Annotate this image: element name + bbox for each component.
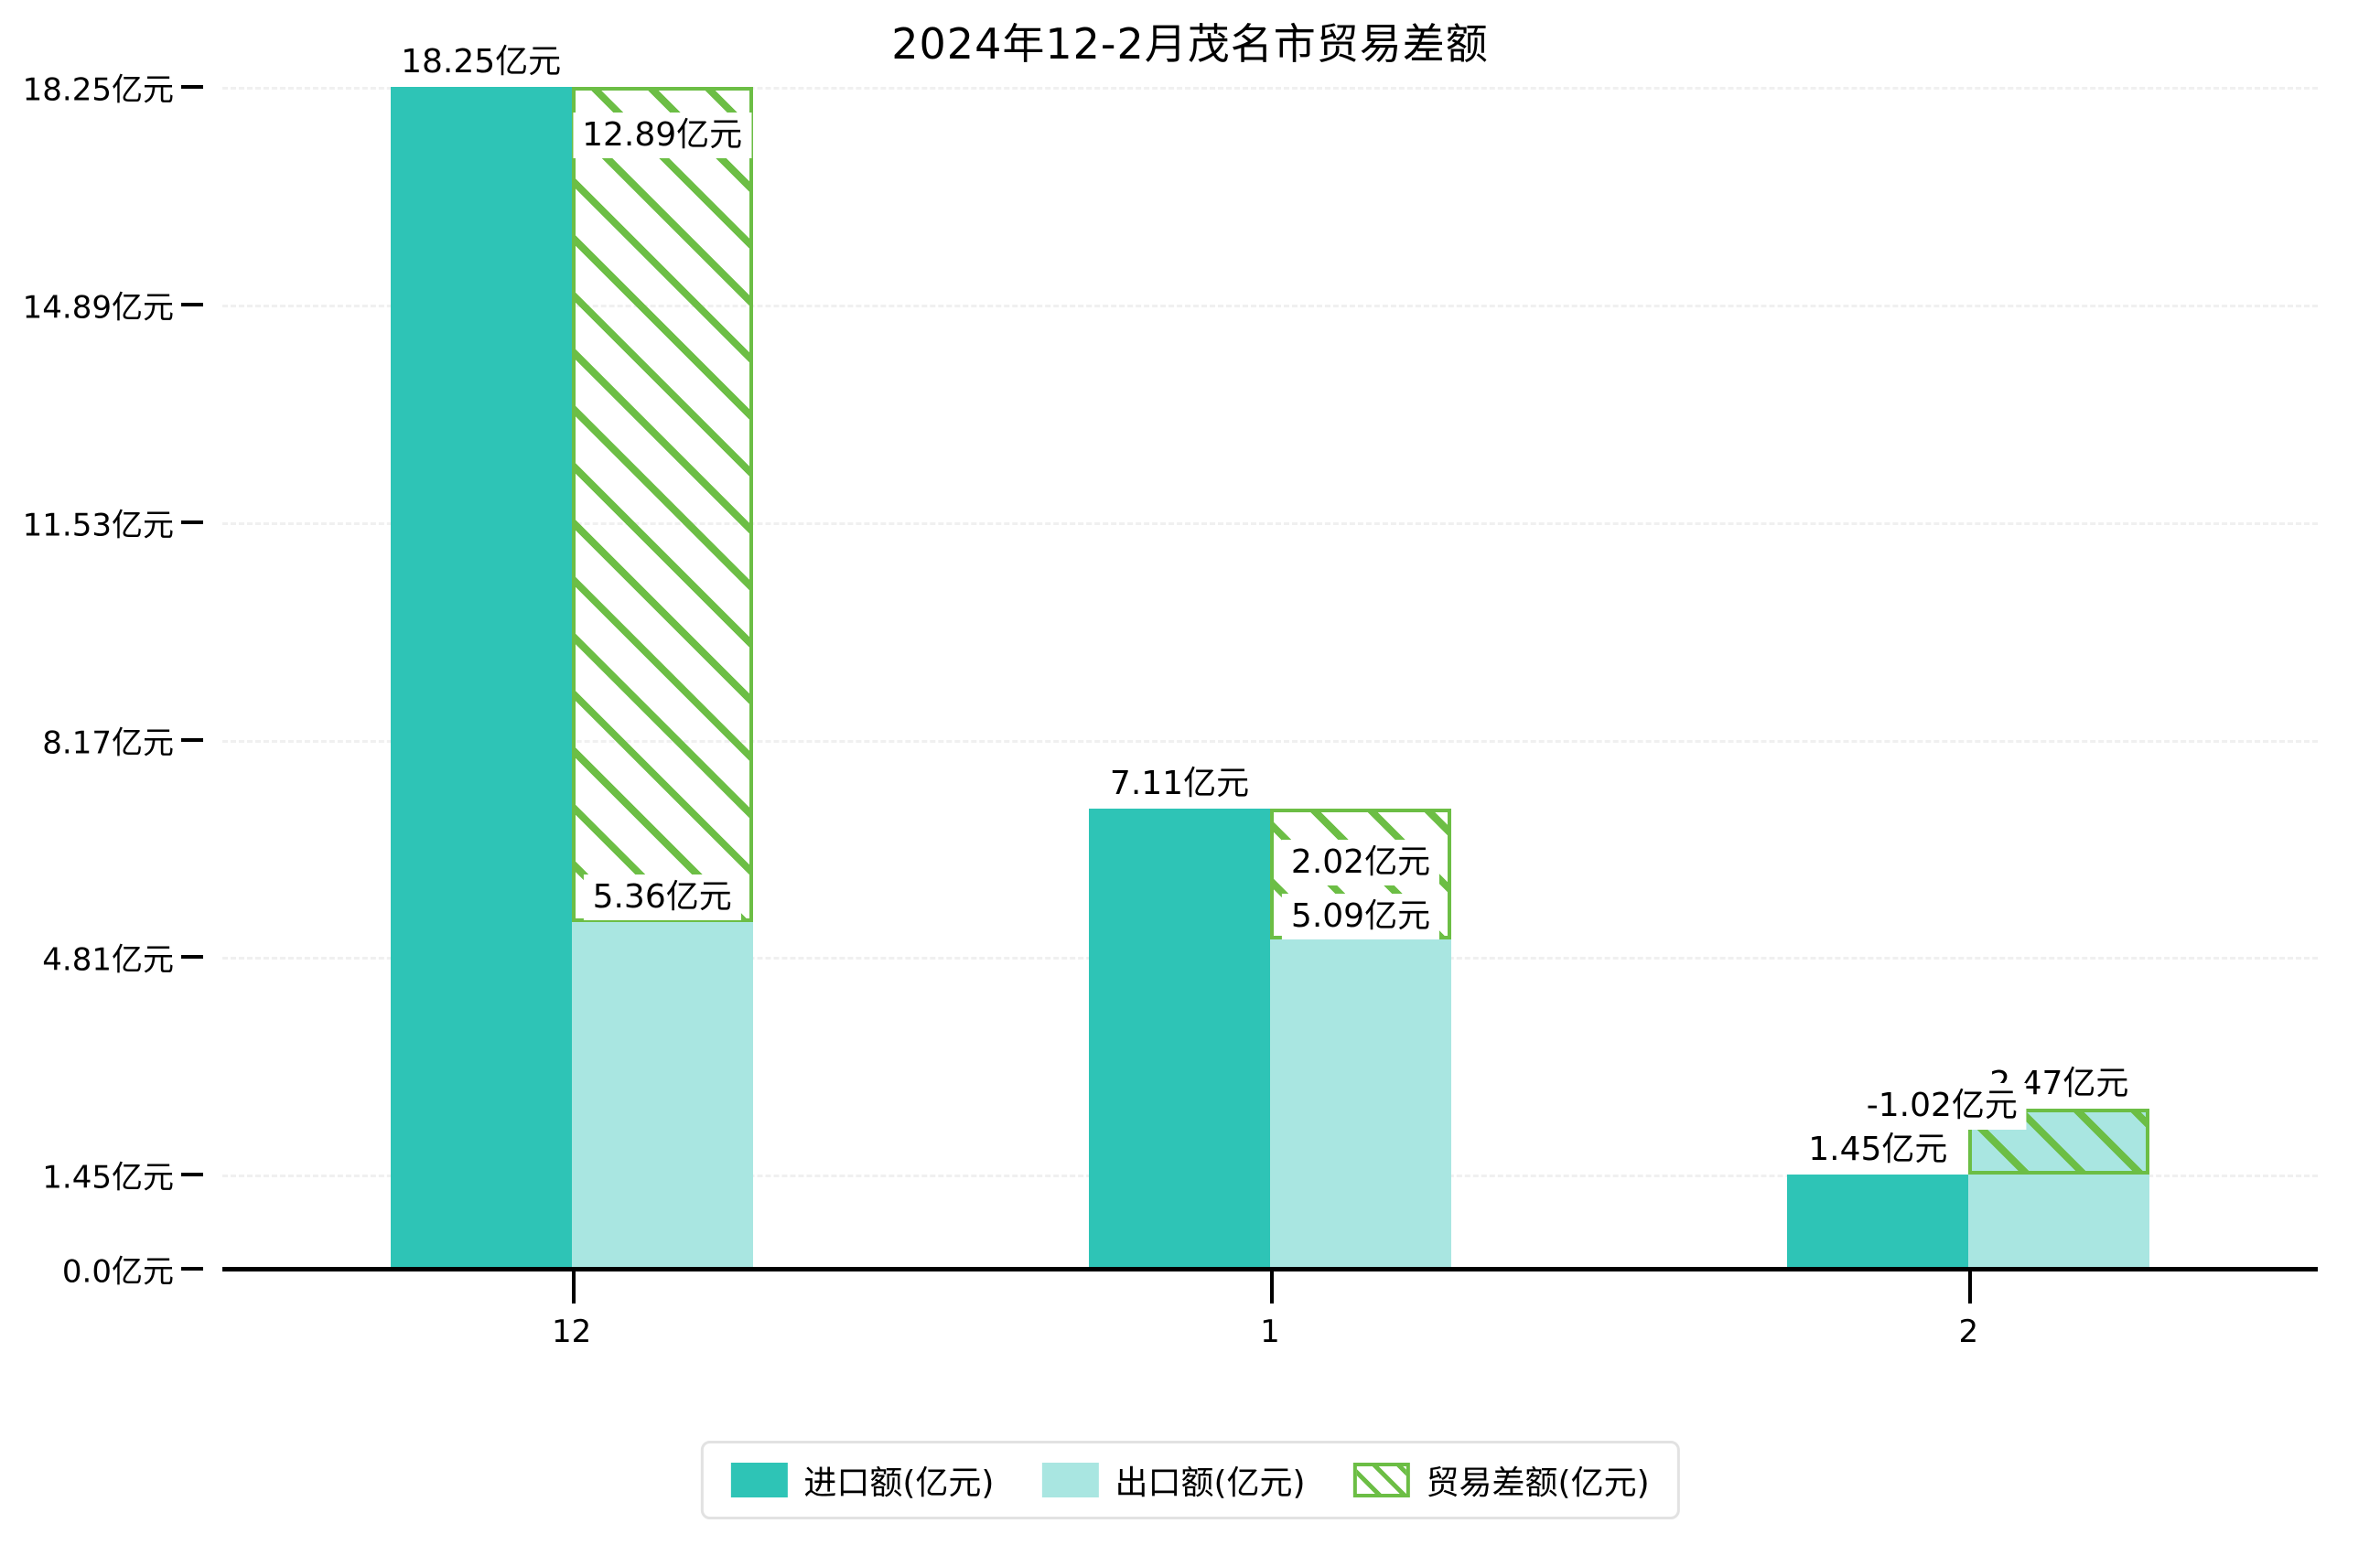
y-axis-tick-label: 18.25亿元 bbox=[22, 71, 174, 109]
legend-label: 进口额(亿元) bbox=[803, 1465, 995, 1502]
data-label-export: 5.09亿元 bbox=[1281, 893, 1440, 940]
bar-export[interactable] bbox=[1270, 939, 1451, 1269]
bar-import[interactable] bbox=[390, 87, 572, 1269]
y-axis-tick-mark bbox=[181, 520, 203, 524]
chart-title: 2024年12-2月茂名市贸易差额 bbox=[891, 19, 1489, 69]
chart-legend: 进口额(亿元) 出口额(亿元) 贸易差额(亿元) bbox=[700, 1441, 1680, 1519]
bar-trade-balance[interactable] bbox=[571, 87, 753, 922]
x-axis-tick-mark bbox=[1270, 1271, 1274, 1304]
legend-label: 贸易差额(亿元) bbox=[1426, 1465, 1650, 1502]
x-axis-tick-label: 2 bbox=[1958, 1314, 1979, 1350]
y-axis-tick-mark bbox=[181, 737, 203, 742]
bar-import[interactable] bbox=[1089, 808, 1270, 1269]
gridline bbox=[222, 739, 2318, 743]
y-axis-tick-mark bbox=[181, 302, 203, 306]
legend-item[interactable]: 出口额(亿元) bbox=[1041, 1456, 1306, 1504]
x-axis-tick-mark bbox=[571, 1271, 576, 1304]
legend-label: 出口额(亿元) bbox=[1115, 1465, 1306, 1502]
y-axis-tick-mark bbox=[181, 85, 203, 89]
data-label-import: 1.45亿元 bbox=[1799, 1127, 1957, 1174]
y-axis-tick-mark bbox=[181, 1173, 203, 1177]
y-axis-tick-label: 0.0亿元 bbox=[61, 1253, 174, 1291]
gridline bbox=[222, 87, 2318, 90]
x-axis-line bbox=[222, 1267, 2318, 1271]
data-label-import: 18.25亿元 bbox=[392, 39, 571, 86]
bar-import[interactable] bbox=[1787, 1175, 1969, 1269]
y-axis-tick-label: 4.81亿元 bbox=[42, 941, 174, 979]
data-label-trade-balance: 12.89亿元 bbox=[573, 113, 752, 159]
y-axis-tick-label: 1.45亿元 bbox=[42, 1159, 174, 1196]
data-label-trade-balance: -1.02亿元 bbox=[1857, 1083, 2027, 1130]
y-axis-tick-label: 14.89亿元 bbox=[22, 289, 174, 327]
x-axis-tick-label: 1 bbox=[1260, 1314, 1280, 1350]
x-axis-tick-label: 12 bbox=[552, 1314, 592, 1350]
plot-area: 18.25亿元 5.36亿元 12.89亿元 7.11亿元 5.09亿元 2.02亿元 1.… bbox=[222, 39, 2318, 1269]
data-label-trade-balance: 2.02亿元 bbox=[1281, 839, 1440, 886]
legend-item[interactable]: 进口额(亿元) bbox=[730, 1456, 994, 1504]
legend-swatch-diff-icon bbox=[1352, 1463, 1410, 1497]
data-label-export: 5.36亿元 bbox=[583, 874, 741, 920]
y-axis-tick-mark bbox=[181, 1267, 203, 1271]
legend-swatch-export-icon bbox=[1041, 1463, 1099, 1497]
gridline bbox=[222, 521, 2318, 525]
gridline bbox=[222, 304, 2318, 307]
legend-swatch-import-icon bbox=[730, 1463, 788, 1497]
data-label-import: 7.11亿元 bbox=[1100, 760, 1259, 808]
y-axis-tick-label: 8.17亿元 bbox=[42, 724, 174, 762]
y-axis-tick-label: 11.53亿元 bbox=[22, 507, 174, 544]
legend-item[interactable]: 贸易差额(亿元) bbox=[1352, 1456, 1650, 1504]
y-axis-tick-mark bbox=[181, 955, 203, 960]
bar-export[interactable] bbox=[571, 921, 753, 1269]
x-axis-tick-mark bbox=[1968, 1271, 1973, 1304]
